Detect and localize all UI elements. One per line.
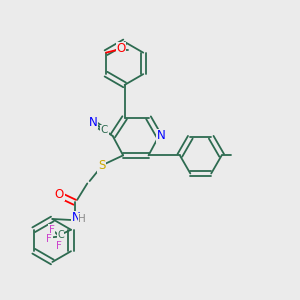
Text: F: F xyxy=(49,225,55,235)
Text: H: H xyxy=(78,214,86,224)
Text: F: F xyxy=(46,234,52,244)
Text: O: O xyxy=(116,42,126,55)
Text: N: N xyxy=(72,211,81,224)
Text: C: C xyxy=(57,230,64,240)
Text: N: N xyxy=(156,130,165,142)
Text: F: F xyxy=(56,241,62,250)
Text: S: S xyxy=(98,159,105,172)
Text: C: C xyxy=(101,125,108,135)
Text: N: N xyxy=(88,116,97,129)
Text: O: O xyxy=(55,188,64,201)
